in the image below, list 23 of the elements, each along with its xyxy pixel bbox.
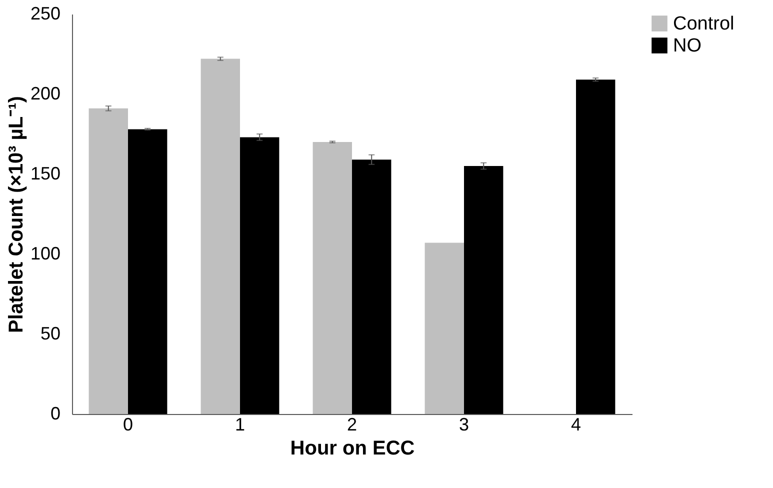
x-tick-label: 0: [122, 414, 134, 434]
bar: [312, 142, 352, 414]
y-tick-label: 200: [30, 84, 60, 104]
bar: [240, 137, 280, 414]
y-axis-title: Platelet Count (×10³ µL⁻¹): [5, 96, 28, 333]
x-tick-label: 3: [458, 414, 470, 434]
bar: [576, 80, 616, 414]
bar: [128, 129, 168, 414]
bar: [352, 160, 392, 414]
x-tick-label: 4: [570, 414, 582, 434]
bar: [464, 166, 504, 414]
bar: [200, 58, 240, 414]
x-tick-label: 1: [234, 414, 246, 434]
legend-label: Control: [673, 14, 734, 34]
bar: [424, 242, 464, 414]
x-axis-title: Hour on ECC: [290, 438, 415, 460]
legend-label: NO: [673, 36, 702, 56]
x-tick-label: 2: [346, 414, 358, 434]
y-tick-label: 50: [40, 324, 60, 344]
y-tick-label: 100: [30, 244, 60, 264]
y-tick-label: 150: [30, 164, 60, 184]
y-tick-label: 250: [30, 4, 60, 24]
bar: [88, 108, 128, 414]
